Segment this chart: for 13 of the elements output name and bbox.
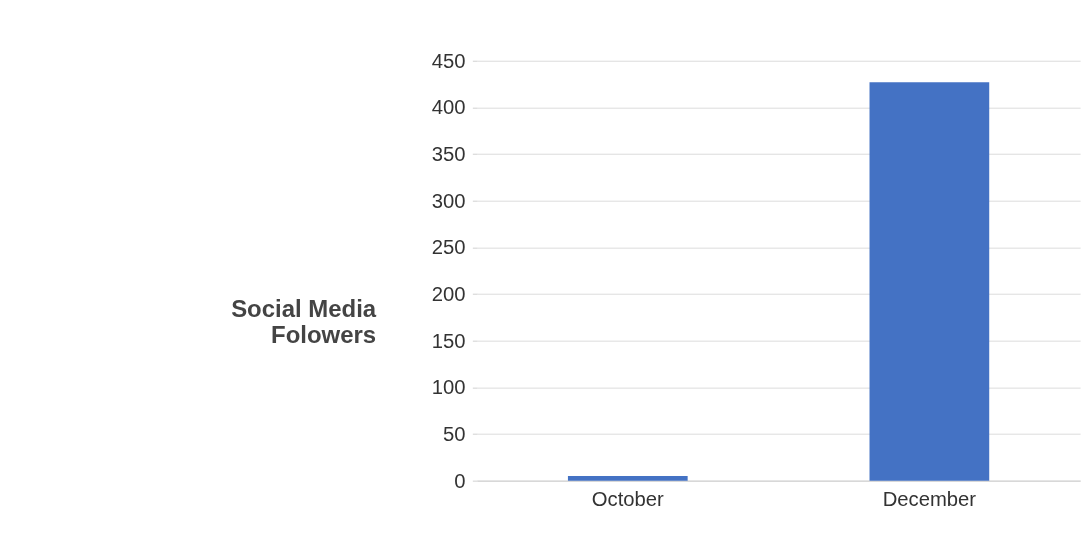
y-tick-label: 150 — [431, 329, 466, 352]
y-tick-label: 50 — [442, 422, 466, 445]
y-tick-label: 400 — [431, 96, 466, 119]
y-axis-title: Social Media Folowers — [231, 295, 377, 349]
y-tick-label: 0 — [454, 469, 466, 492]
y-tick-label: 250 — [431, 236, 466, 259]
y-tick-label: 100 — [431, 376, 466, 399]
y-tick-label: 300 — [431, 189, 466, 212]
y-tick-label: 450 — [431, 49, 466, 72]
x-tick-label: October — [591, 488, 665, 510]
y-tick-label: 200 — [431, 282, 466, 305]
y-tick-label: 350 — [431, 142, 466, 165]
x-tick-label: December — [882, 488, 977, 510]
